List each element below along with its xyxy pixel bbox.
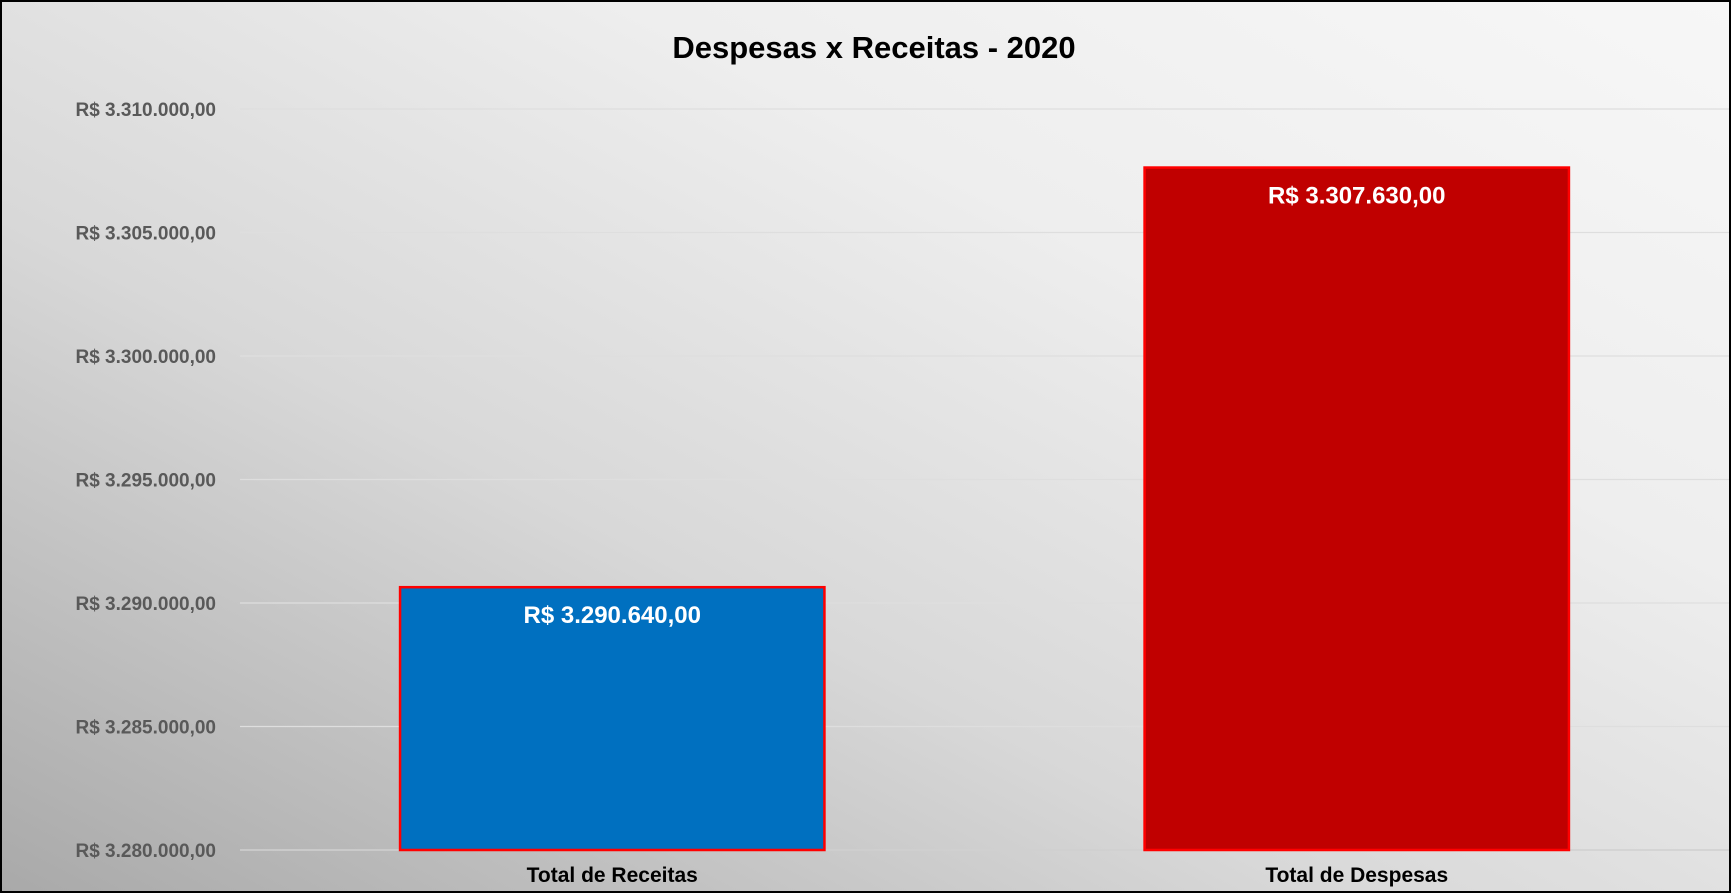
y-tick-label: R$ 3.310.000,00 bbox=[75, 100, 216, 121]
y-tick-label: R$ 3.305.000,00 bbox=[75, 224, 216, 245]
x-axis-category-labels: Total de Receitas Total de Despesas bbox=[527, 864, 1449, 887]
y-tick-label: R$ 3.300.000,00 bbox=[75, 347, 216, 368]
y-axis-tick-labels: R$ 3.280.000,00 R$ 3.285.000,00 R$ 3.290.0… bbox=[75, 100, 216, 862]
bar-total-receitas bbox=[398, 585, 826, 852]
bars bbox=[398, 166, 1571, 852]
x-category-label: Total de Despesas bbox=[1265, 864, 1448, 887]
bar-data-label: R$ 3.307.630,00 bbox=[1268, 183, 1445, 210]
y-tick-label: R$ 3.290.000,00 bbox=[75, 594, 216, 615]
chart-title: Despesas x Receitas - 2020 bbox=[672, 30, 1075, 65]
y-tick-label: R$ 3.285.000,00 bbox=[75, 718, 216, 739]
x-category-label: Total de Receitas bbox=[527, 864, 698, 887]
bar-total-despesas bbox=[1143, 166, 1571, 852]
bar-data-label: R$ 3.290.640,00 bbox=[524, 602, 701, 629]
y-tick-label: R$ 3.280.000,00 bbox=[75, 841, 216, 862]
y-tick-label: R$ 3.295.000,00 bbox=[75, 471, 216, 492]
data-labels: R$ 3.290.640,00 R$ 3.307.630,00 bbox=[524, 183, 1446, 630]
